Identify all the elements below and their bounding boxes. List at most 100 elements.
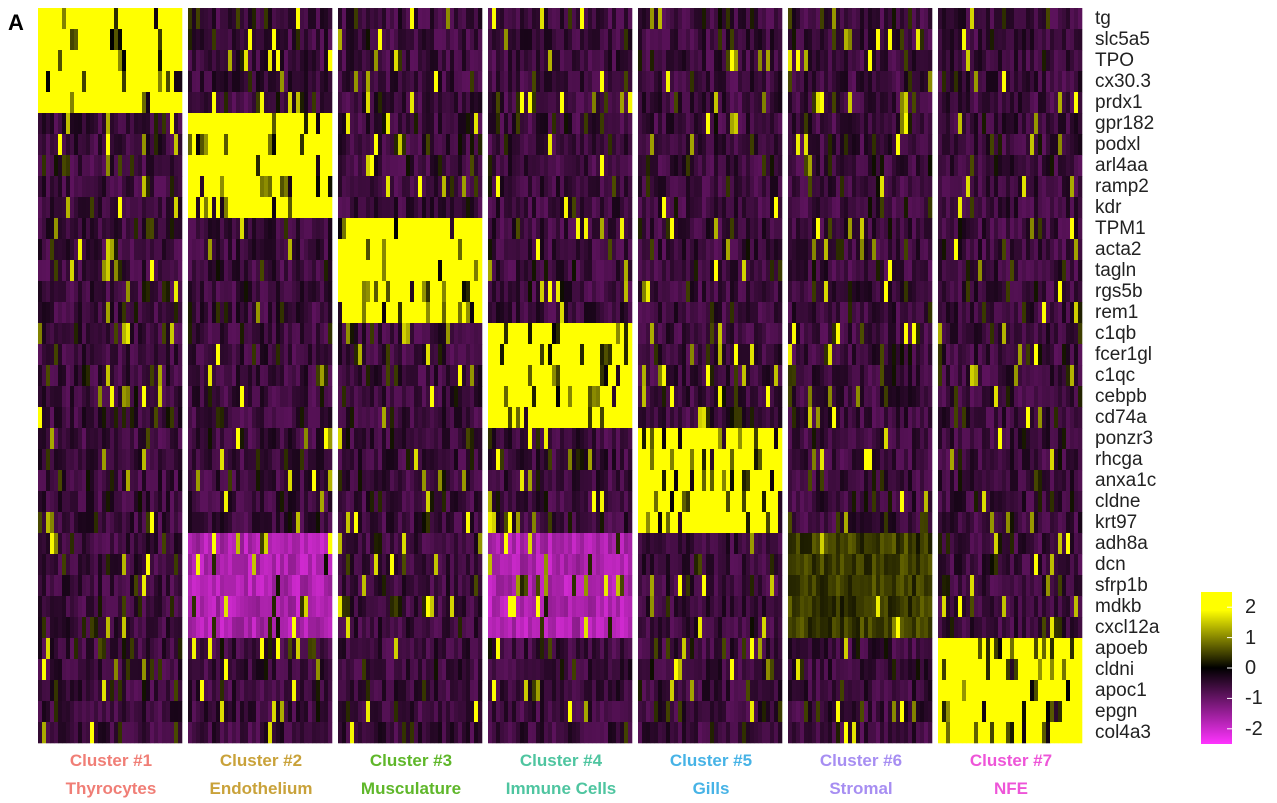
heatmap-cell: [212, 575, 217, 597]
heatmap-cell: [406, 302, 411, 324]
heatmap-cell: [438, 491, 443, 513]
heatmap-cell: [220, 197, 225, 219]
heatmap-cell: [54, 407, 59, 429]
heatmap-cell: [86, 281, 91, 303]
heatmap-cell: [374, 218, 379, 240]
heatmap-cell: [544, 239, 549, 261]
heatmap-cell: [342, 71, 347, 93]
heatmap-cell: [268, 365, 273, 387]
heatmap-cell: [146, 659, 151, 681]
heatmap-cell: [540, 491, 545, 513]
heatmap-cell: [66, 512, 71, 534]
heatmap-cell: [106, 407, 111, 429]
heatmap-cell: [224, 701, 229, 723]
heatmap-cell: [410, 554, 415, 576]
heatmap-cell: [454, 491, 459, 513]
heatmap-cell: [580, 365, 585, 387]
heatmap-cell: [386, 176, 391, 198]
heatmap-cell: [346, 260, 351, 282]
heatmap-cell: [38, 344, 43, 366]
heatmap-cell: [142, 470, 147, 492]
heatmap-cell: [308, 302, 313, 324]
heatmap-cell: [46, 449, 51, 471]
heatmap-cell: [66, 260, 71, 282]
heatmap-cell: [462, 470, 467, 492]
heatmap-cell: [308, 281, 313, 303]
heatmap-cell: [470, 617, 475, 639]
heatmap-cell: [616, 29, 621, 51]
heatmap-cell: [74, 323, 79, 345]
heatmap-cell: [78, 8, 83, 30]
heatmap-cell: [426, 680, 431, 702]
heatmap-cell: [86, 113, 91, 135]
heatmap-cell: [268, 239, 273, 261]
heatmap-cell: [86, 638, 91, 660]
heatmap-cell: [268, 533, 273, 555]
heatmap-cell: [82, 554, 87, 576]
heatmap-cell: [98, 239, 103, 261]
heatmap-cell: [544, 155, 549, 177]
heatmap-cell: [134, 722, 139, 744]
heatmap-cell: [296, 281, 301, 303]
heatmap-cell: [62, 554, 67, 576]
heatmap-cell: [394, 71, 399, 93]
heatmap-cell: [324, 218, 329, 240]
heatmap-cell: [474, 617, 479, 639]
heatmap-cell: [362, 155, 367, 177]
heatmap-cell: [548, 596, 553, 618]
heatmap-cell: [572, 575, 577, 597]
heatmap-cell: [308, 218, 313, 240]
heatmap-cell: [268, 491, 273, 513]
heatmap-cell: [422, 491, 427, 513]
heatmap-cell: [150, 8, 155, 30]
heatmap-cell: [106, 260, 111, 282]
heatmap-cell: [288, 302, 293, 324]
heatmap-cell: [592, 617, 597, 639]
heatmap-cell: [264, 218, 269, 240]
heatmap-cell: [608, 512, 613, 534]
heatmap-cell: [338, 512, 343, 534]
heatmap-cell: [320, 722, 325, 744]
heatmap-cell: [192, 491, 197, 513]
heatmap-cell: [288, 365, 293, 387]
heatmap-cell: [406, 617, 411, 639]
heatmap-cell: [228, 428, 233, 450]
heatmap-cell: [488, 407, 493, 429]
heatmap-cell: [552, 407, 557, 429]
heatmap-cell: [572, 302, 577, 324]
heatmap-cell: [580, 50, 585, 72]
heatmap-cell: [406, 239, 411, 261]
heatmap-cell: [454, 701, 459, 723]
heatmap-cell: [178, 701, 183, 723]
heatmap-cell: [292, 218, 297, 240]
heatmap-cell: [280, 680, 285, 702]
heatmap-cell: [216, 197, 221, 219]
heatmap-cell: [556, 302, 561, 324]
heatmap-cell: [382, 50, 387, 72]
heatmap-cell: [252, 596, 257, 618]
heatmap-cell: [446, 659, 451, 681]
heatmap-cell: [74, 344, 79, 366]
heatmap-cell: [478, 596, 483, 618]
heatmap-cell: [362, 470, 367, 492]
heatmap-cell: [74, 659, 79, 681]
heatmap-cell: [272, 134, 277, 156]
heatmap-cell: [492, 575, 497, 597]
heatmap-cell: [560, 659, 565, 681]
heatmap-cell: [426, 365, 431, 387]
heatmap-cell: [256, 659, 261, 681]
heatmap-cell: [312, 491, 317, 513]
heatmap-cell: [620, 302, 625, 324]
heatmap-cell: [346, 50, 351, 72]
heatmap-cell: [82, 302, 87, 324]
heatmap-cell: [600, 218, 605, 240]
heatmap-cell: [584, 428, 589, 450]
heatmap-cell: [438, 701, 443, 723]
heatmap-cell: [232, 365, 237, 387]
heatmap-cell: [402, 722, 407, 744]
heatmap-cell: [366, 302, 371, 324]
heatmap-cell: [224, 197, 229, 219]
heatmap-cell: [616, 176, 621, 198]
heatmap-cell: [624, 50, 629, 72]
heatmap-cell: [240, 386, 245, 408]
